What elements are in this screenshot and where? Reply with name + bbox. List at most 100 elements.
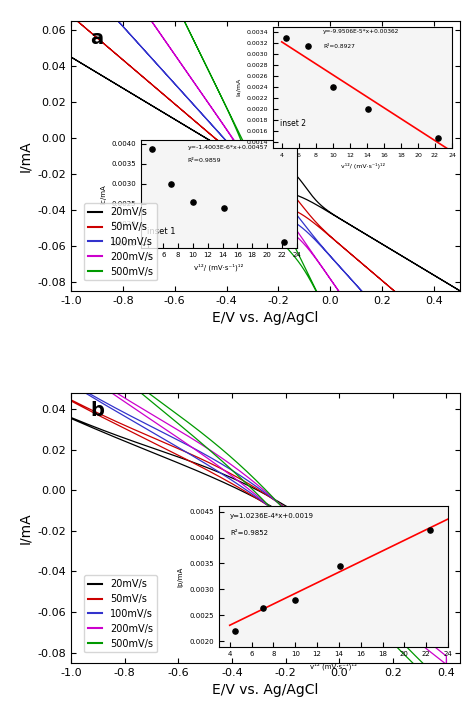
50mV/s <box>195 453 201 462</box>
Line: 500mV/s: 500mV/s <box>71 0 460 584</box>
500mV/s <box>68 329 74 337</box>
20mV/s <box>409 585 414 594</box>
50mV/s <box>420 312 426 320</box>
50mV/s <box>424 612 430 620</box>
20mV/s <box>444 603 449 611</box>
Line: 200mV/s: 200mV/s <box>71 0 460 465</box>
500mV/s <box>68 330 74 338</box>
20mV/s <box>200 132 205 140</box>
50mV/s <box>68 396 74 404</box>
200mV/s <box>457 461 463 470</box>
Line: 100mV/s: 100mV/s <box>71 383 447 645</box>
100mV/s <box>321 537 327 546</box>
200mV/s <box>330 279 336 288</box>
50mV/s <box>68 397 74 405</box>
500mV/s <box>168 405 173 414</box>
20mV/s <box>172 115 177 123</box>
500mV/s <box>200 54 205 62</box>
Text: a: a <box>91 29 104 48</box>
100mV/s <box>195 446 201 455</box>
500mV/s <box>424 673 430 681</box>
200mV/s <box>437 432 443 441</box>
100mV/s <box>437 373 443 381</box>
20mV/s <box>437 274 443 283</box>
500mV/s <box>321 551 327 559</box>
200mV/s <box>406 388 411 396</box>
100mV/s <box>68 380 74 388</box>
500mV/s <box>444 691 449 699</box>
20mV/s <box>321 526 327 534</box>
50mV/s <box>444 623 449 632</box>
Legend: 20mV/s, 50mV/s, 100mV/s, 200mV/s, 500mV/s: 20mV/s, 50mV/s, 100mV/s, 200mV/s, 500mV/… <box>84 575 157 652</box>
20mV/s <box>68 413 74 422</box>
50mV/s <box>321 532 327 541</box>
Line: 200mV/s: 200mV/s <box>71 363 447 664</box>
200mV/s <box>195 438 201 446</box>
50mV/s <box>330 235 336 243</box>
500mV/s <box>172 0 177 5</box>
500mV/s <box>394 632 400 641</box>
100mV/s <box>168 432 173 441</box>
50mV/s <box>68 11 74 20</box>
500mV/s <box>437 539 443 547</box>
500mV/s <box>406 474 411 483</box>
200mV/s <box>424 645 430 654</box>
100mV/s <box>406 338 411 347</box>
100mV/s <box>424 627 430 636</box>
500mV/s <box>457 580 463 588</box>
50mV/s <box>172 99 177 108</box>
100mV/s <box>394 598 400 606</box>
Line: 20mV/s: 20mV/s <box>71 57 460 290</box>
200mV/s <box>68 360 74 369</box>
20mV/s <box>394 570 400 579</box>
20mV/s <box>168 450 173 458</box>
Text: b: b <box>91 401 104 420</box>
20mV/s <box>406 256 411 264</box>
200mV/s <box>172 49 177 58</box>
20mV/s <box>68 53 74 61</box>
100mV/s <box>330 255 336 264</box>
500mV/s <box>330 321 336 329</box>
20mV/s <box>457 286 463 295</box>
20mV/s <box>420 264 426 273</box>
50mV/s <box>394 585 400 594</box>
200mV/s <box>409 632 414 641</box>
100mV/s <box>420 355 426 364</box>
200mV/s <box>200 90 205 99</box>
Line: 500mV/s: 500mV/s <box>71 333 447 695</box>
20mV/s <box>195 460 201 468</box>
200mV/s <box>68 359 74 367</box>
50mV/s <box>406 299 411 307</box>
100mV/s <box>444 641 449 649</box>
X-axis label: E/V vs. Ag/AgCl: E/V vs. Ag/AgCl <box>212 311 319 325</box>
Line: 50mV/s: 50mV/s <box>71 16 460 347</box>
20mV/s <box>424 594 430 602</box>
500mV/s <box>409 657 414 666</box>
50mV/s <box>437 325 443 333</box>
200mV/s <box>420 409 426 417</box>
20mV/s <box>68 415 74 423</box>
100mV/s <box>409 616 414 625</box>
50mV/s <box>457 343 463 351</box>
50mV/s <box>409 602 414 611</box>
50mV/s <box>68 11 74 20</box>
Y-axis label: I/mA: I/mA <box>18 512 32 544</box>
100mV/s <box>200 110 205 118</box>
500mV/s <box>420 505 426 514</box>
20mV/s <box>68 53 74 61</box>
Line: 100mV/s: 100mV/s <box>71 0 460 400</box>
200mV/s <box>321 542 327 551</box>
50mV/s <box>168 441 173 450</box>
Line: 50mV/s: 50mV/s <box>71 400 447 627</box>
200mV/s <box>444 660 449 668</box>
500mV/s <box>195 426 201 434</box>
20mV/s <box>330 210 336 219</box>
100mV/s <box>457 396 463 404</box>
100mV/s <box>68 379 74 387</box>
50mV/s <box>200 123 205 132</box>
Legend: 20mV/s, 50mV/s, 100mV/s, 200mV/s, 500mV/s: 20mV/s, 50mV/s, 100mV/s, 200mV/s, 500mV/… <box>84 203 157 281</box>
200mV/s <box>394 611 400 620</box>
X-axis label: E/V vs. Ag/AgCl: E/V vs. Ag/AgCl <box>212 683 319 697</box>
Y-axis label: I/mA: I/mA <box>18 140 32 172</box>
Line: 20mV/s: 20mV/s <box>71 417 447 607</box>
